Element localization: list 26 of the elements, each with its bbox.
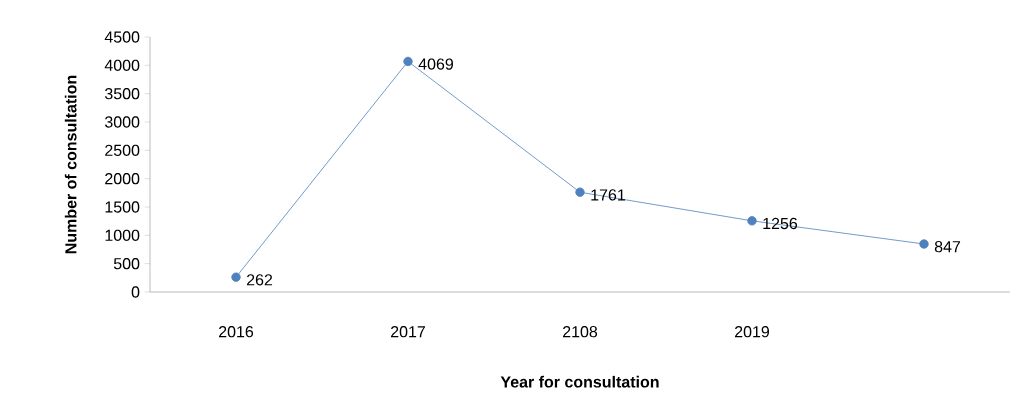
data-label: 4069 <box>418 58 453 70</box>
data-label: 262 <box>246 274 273 286</box>
x-tick-label: 2017 <box>391 326 425 338</box>
data-label: 847 <box>934 241 961 253</box>
y-tick-label: 4000 <box>104 59 140 71</box>
y-tick-label: 500 <box>113 258 140 270</box>
data-label: 1256 <box>763 217 798 230</box>
y-tick-label: 0 <box>131 286 140 298</box>
point <box>575 187 585 197</box>
data-label: 1761 <box>591 189 625 201</box>
point <box>747 216 757 226</box>
x-axis-title: Year for consultation <box>500 375 659 388</box>
x-tick-label: 2019 <box>735 326 770 338</box>
y-tick-label: 4500 <box>104 31 140 43</box>
y-tick-label: 1500 <box>105 201 140 213</box>
point <box>231 272 241 282</box>
x-tick-label: 2108 <box>563 326 598 338</box>
y-axis-title: Number of consultation <box>64 75 77 254</box>
y-tick-label: 2000 <box>105 173 140 185</box>
y-tick-label: 1000 <box>105 229 140 241</box>
point <box>403 56 413 67</box>
x-tick-label: 2016 <box>219 326 254 338</box>
point <box>919 239 929 249</box>
y-tick-label: 3000 <box>104 116 140 128</box>
y-tick-label: 3500 <box>104 88 140 100</box>
y-tick-label: 2500 <box>105 144 140 156</box>
